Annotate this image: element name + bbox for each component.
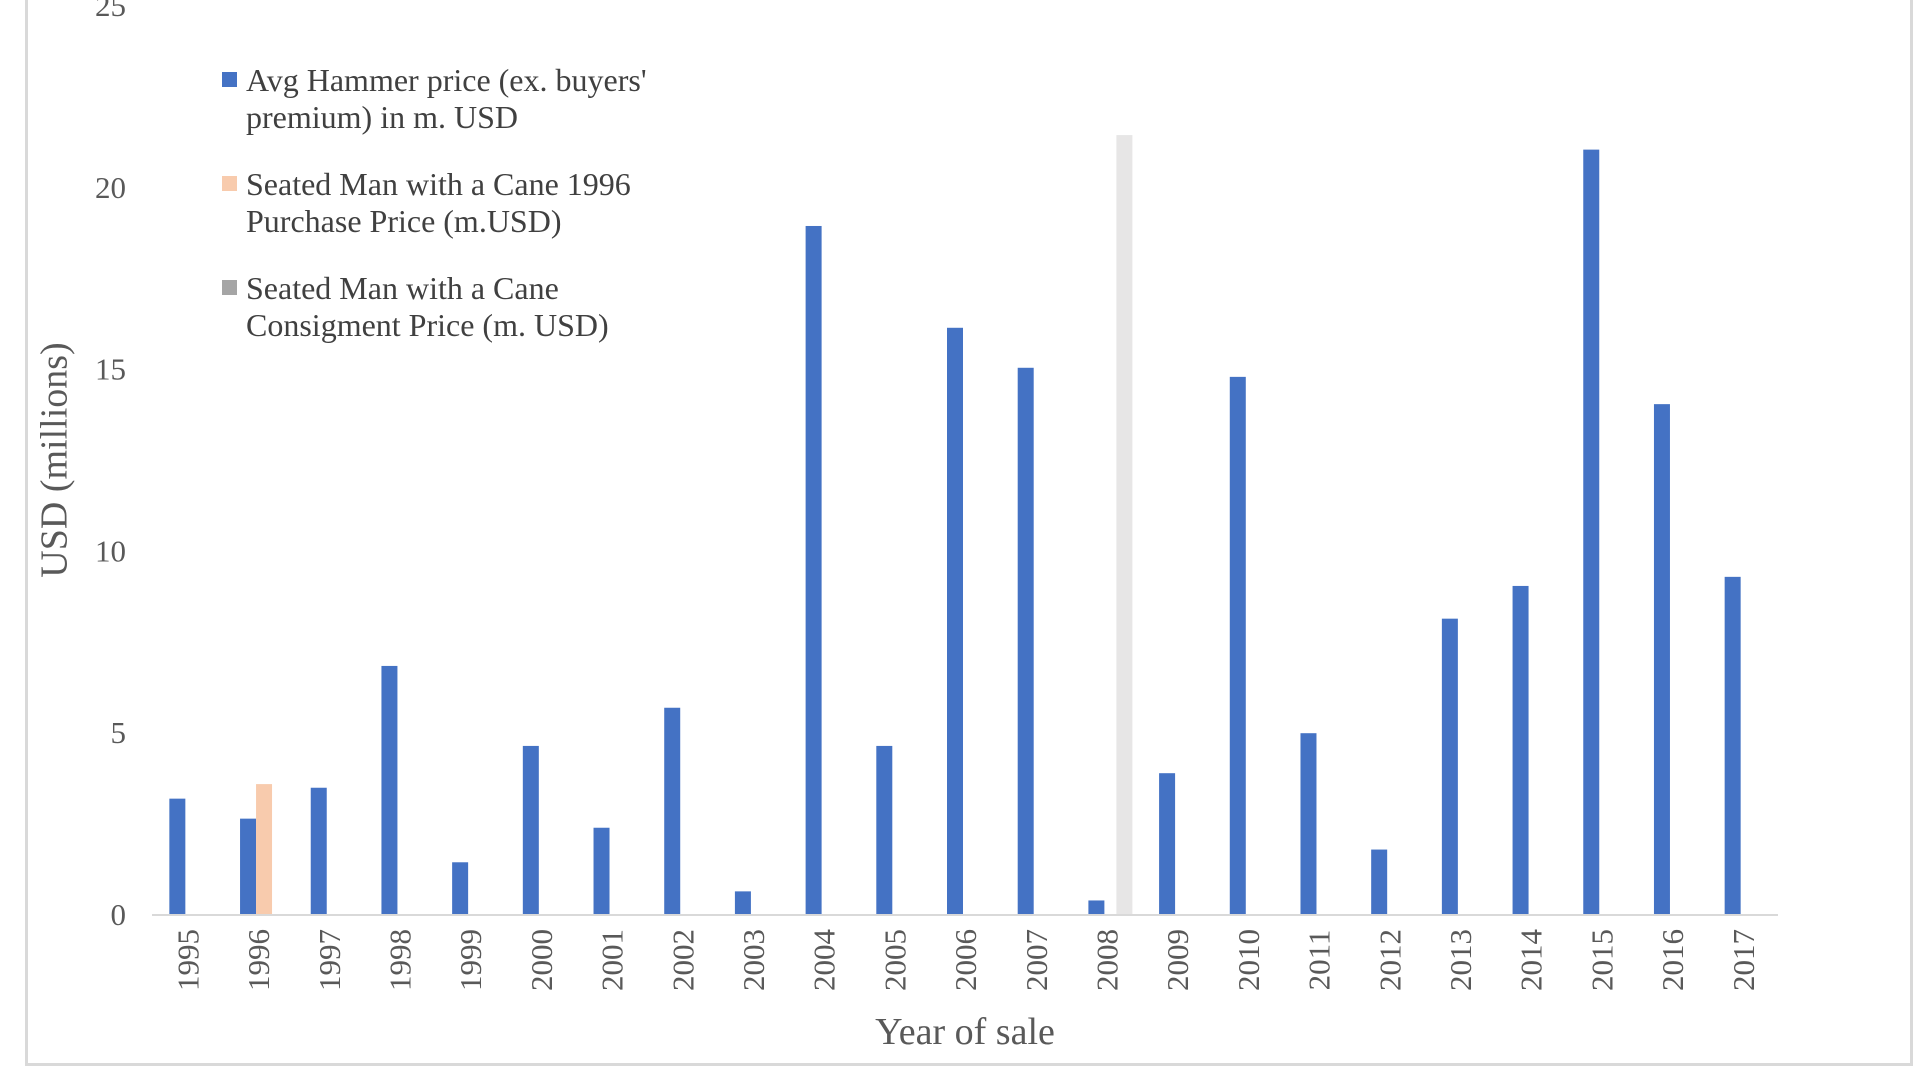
x-tick-label: 2003 bbox=[736, 929, 771, 991]
x-tick-label: 2007 bbox=[1019, 929, 1054, 991]
legend-swatch-1 bbox=[222, 72, 237, 87]
bar-1996-series-2 bbox=[256, 784, 273, 915]
y-tick-label: 10 bbox=[95, 533, 126, 568]
y-tick-label: 0 bbox=[111, 897, 127, 932]
bar-2001-series-1 bbox=[593, 827, 610, 915]
x-tick-label: 2001 bbox=[595, 929, 630, 991]
bar-1996-series-1 bbox=[240, 818, 257, 915]
x-tick-label: 2002 bbox=[665, 929, 700, 991]
x-tick-label: 1995 bbox=[170, 929, 205, 991]
x-tick-label: 2008 bbox=[1090, 929, 1125, 991]
y-tick-label: 5 bbox=[111, 715, 127, 750]
x-tick-label: 2005 bbox=[877, 929, 912, 991]
bar-2012-series-1 bbox=[1371, 849, 1388, 915]
bar-2014-series-1 bbox=[1512, 585, 1529, 915]
legend-label-2: Seated Man with a Cane 1996 bbox=[246, 166, 631, 202]
x-tick-label: 2010 bbox=[1231, 929, 1266, 991]
x-axis-title: Year of sale bbox=[875, 1011, 1055, 1053]
bar-2004-series-1 bbox=[805, 225, 822, 915]
legend-label-1: premium) in m. USD bbox=[246, 99, 518, 135]
x-tick-label: 1998 bbox=[383, 929, 418, 991]
bar-2010-series-1 bbox=[1229, 376, 1246, 915]
y-axis-ticks: 0 5 10 15 20 25 bbox=[95, 0, 126, 932]
x-tick-label: 2012 bbox=[1372, 929, 1407, 991]
x-tick-label: 2016 bbox=[1655, 929, 1690, 991]
x-tick-label: 1997 bbox=[312, 929, 347, 991]
bar-1998-series-1 bbox=[381, 665, 398, 915]
bar-2006-series-1 bbox=[947, 327, 963, 915]
y-tick-label: 25 bbox=[95, 0, 126, 23]
bar-2008-series-3 bbox=[1116, 135, 1133, 915]
y-tick-label: 20 bbox=[95, 170, 126, 205]
bar-2016-series-1 bbox=[1653, 404, 1670, 915]
legend-swatch-3 bbox=[222, 280, 237, 295]
bar-2015-series-1 bbox=[1583, 149, 1600, 915]
x-tick-label: 2011 bbox=[1302, 930, 1337, 991]
bar-2005-series-1 bbox=[876, 745, 893, 915]
bar-1995-series-1 bbox=[169, 798, 186, 915]
x-tick-label: 2004 bbox=[807, 929, 842, 992]
bar-2011-series-1 bbox=[1300, 733, 1317, 915]
bar-2003-series-1 bbox=[734, 891, 751, 915]
bar-2008-series-1 bbox=[1088, 900, 1105, 915]
x-tick-label: 1996 bbox=[241, 929, 276, 991]
legend: Avg Hammer price (ex. buyers'premium) in… bbox=[222, 62, 647, 343]
x-tick-label: 2017 bbox=[1726, 929, 1761, 991]
bar-2013-series-1 bbox=[1441, 618, 1458, 915]
x-tick-label: 2013 bbox=[1443, 929, 1478, 991]
legend-label-3: Seated Man with a Cane bbox=[246, 270, 559, 306]
bars bbox=[169, 135, 1741, 916]
bar-2007-series-1 bbox=[1017, 367, 1034, 916]
x-tick-label: 2009 bbox=[1160, 929, 1195, 991]
legend-label-3: Consigment Price (m. USD) bbox=[246, 307, 609, 343]
x-tick-label: 1999 bbox=[453, 929, 488, 991]
x-tick-label: 2006 bbox=[948, 929, 983, 991]
y-axis-title: USD (millions) bbox=[34, 342, 76, 577]
bar-2000-series-1 bbox=[522, 745, 539, 915]
x-tick-label: 2000 bbox=[524, 929, 559, 991]
bar-1999-series-1 bbox=[452, 862, 469, 915]
x-axis-ticks: 1995 1996 1997 1998 1999 2000 2001 2002 2003 2004… bbox=[170, 929, 1760, 992]
bar-2017-series-1 bbox=[1724, 576, 1741, 915]
legend-swatch-2 bbox=[222, 176, 237, 191]
legend-label-1: Avg Hammer price (ex. buyers' bbox=[246, 62, 647, 98]
bar-1997-series-1 bbox=[310, 787, 327, 915]
y-tick-label: 15 bbox=[95, 352, 126, 387]
bar-2009-series-1 bbox=[1159, 773, 1176, 915]
x-tick-label: 2014 bbox=[1514, 929, 1549, 992]
bar-2002-series-1 bbox=[664, 707, 681, 915]
x-tick-label: 2015 bbox=[1584, 929, 1619, 991]
legend-label-2: Purchase Price (m.USD) bbox=[246, 203, 561, 239]
